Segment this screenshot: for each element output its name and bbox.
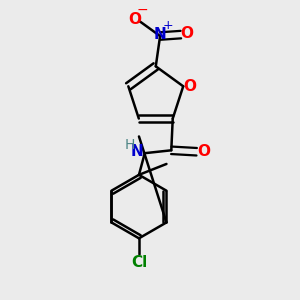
Text: N: N [154,27,166,42]
Text: −: − [136,3,148,17]
Text: Cl: Cl [131,255,147,270]
Text: +: + [163,20,173,32]
Text: N: N [130,144,143,159]
Text: O: O [183,79,196,94]
Text: H: H [124,138,135,152]
Text: O: O [197,144,210,159]
Text: O: O [180,26,193,41]
Text: O: O [128,12,142,27]
